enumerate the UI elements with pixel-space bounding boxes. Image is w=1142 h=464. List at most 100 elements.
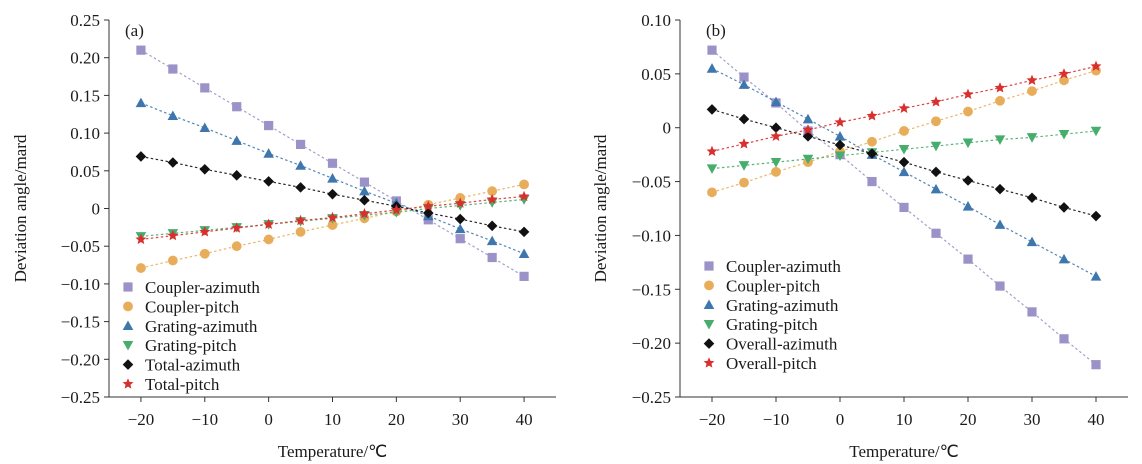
data-point	[995, 281, 1005, 291]
data-point	[295, 160, 306, 170]
data-point	[1090, 60, 1102, 71]
data-point	[962, 138, 974, 149]
data-point	[199, 164, 211, 175]
legend-marker	[703, 319, 715, 330]
data-point	[200, 83, 210, 93]
legend-entry: Grating-pitch	[145, 336, 237, 355]
data-point	[295, 139, 306, 150]
legend-entry: Grating-pitch	[726, 315, 818, 334]
data-point	[518, 226, 530, 238]
series-overall-pitch	[706, 60, 1102, 157]
data-point	[867, 136, 877, 147]
legend-entry: Coupler-pitch	[145, 297, 240, 316]
x-tick-label: 40	[1088, 410, 1105, 429]
legend-marker	[703, 357, 715, 368]
data-point	[422, 200, 434, 211]
data-point	[390, 204, 402, 215]
data-point	[707, 45, 717, 55]
data-point	[1059, 334, 1069, 344]
data-point	[963, 106, 973, 117]
data-point	[802, 124, 814, 135]
data-point	[135, 233, 147, 245]
x-tick-label: 0	[264, 410, 273, 429]
chart-panel-a: 0.25 0.20 0.15 0.10 0.05 0 −0.05 −0.10 −0.15 −0.2…	[11, 11, 556, 461]
legend-entry: Total-azimuth	[145, 356, 241, 375]
data-point	[454, 197, 466, 208]
data-point	[232, 102, 242, 112]
legend-entry: Coupler-pitch	[726, 276, 821, 295]
series-coupler-azimuth	[136, 45, 529, 281]
data-point	[295, 214, 307, 226]
data-point	[136, 45, 146, 55]
data-point	[486, 193, 498, 205]
data-point	[962, 88, 974, 99]
x-tick-label: 40	[516, 410, 533, 429]
data-point	[962, 201, 974, 211]
y-tick-label: −0.20	[632, 334, 671, 353]
data-point	[327, 158, 338, 168]
legend-marker	[122, 320, 134, 331]
data-point	[802, 154, 814, 165]
series-coupler-pitch	[707, 65, 1101, 198]
data-point	[167, 157, 179, 168]
data-point	[994, 183, 1006, 195]
x-tick-label: 20	[388, 410, 405, 429]
legend-marker	[122, 359, 134, 370]
data-point	[487, 252, 497, 263]
data-point	[834, 151, 846, 162]
data-point	[706, 104, 718, 115]
data-point	[738, 161, 750, 171]
data-point	[899, 202, 909, 213]
data-point	[263, 218, 275, 229]
y-tick-label: −0.25	[61, 388, 100, 407]
data-point	[770, 96, 782, 107]
x-tick-label: 30	[452, 410, 469, 429]
x-tick-label: 10	[896, 410, 913, 429]
data-point	[1090, 210, 1102, 222]
data-point	[1027, 86, 1037, 96]
data-point	[454, 223, 466, 234]
y-axis-label: Deviation angle/mard	[591, 134, 610, 282]
data-point	[486, 235, 498, 246]
y-tick-label: −0.15	[632, 280, 671, 299]
y-axis-label: Deviation angle/mard	[11, 134, 30, 282]
data-point	[707, 187, 717, 198]
data-point	[930, 96, 942, 107]
data-point	[930, 141, 942, 152]
data-point	[898, 166, 910, 177]
data-point	[706, 145, 718, 157]
legend: Coupler-azimuthCoupler-pitchGrating-azim…	[703, 257, 841, 373]
data-point	[834, 131, 846, 141]
data-point	[264, 120, 274, 131]
data-point	[327, 188, 338, 200]
x-tick-label: 0	[836, 410, 845, 429]
data-point	[327, 211, 338, 223]
y-tick-label: −0.05	[632, 173, 671, 192]
y-tick-label: −0.10	[632, 226, 671, 245]
data-point	[167, 255, 178, 266]
legend-marker	[704, 280, 714, 291]
data-point	[738, 138, 750, 149]
y-tick-label: 0.25	[70, 11, 100, 30]
data-point	[295, 226, 306, 237]
data-point	[994, 135, 1006, 145]
data-point	[167, 110, 179, 120]
data-point	[738, 113, 750, 125]
data-point	[1026, 74, 1038, 85]
x-tick-label: 20	[960, 410, 977, 429]
series-grating-pitch	[706, 126, 1102, 174]
data-point	[738, 79, 750, 89]
data-point	[199, 122, 211, 133]
data-point	[1090, 271, 1102, 281]
data-point	[1058, 202, 1070, 213]
data-point	[866, 148, 878, 159]
y-tick-label: 0.05	[641, 65, 671, 84]
data-point	[327, 173, 338, 183]
y-tick-label: −0.10	[61, 275, 100, 294]
data-point	[1059, 75, 1069, 86]
y-tick-label: 0.10	[641, 11, 671, 30]
data-point	[1058, 68, 1070, 79]
data-point	[231, 135, 243, 145]
y-tick-label: 0.10	[70, 124, 100, 143]
data-point	[867, 176, 877, 187]
